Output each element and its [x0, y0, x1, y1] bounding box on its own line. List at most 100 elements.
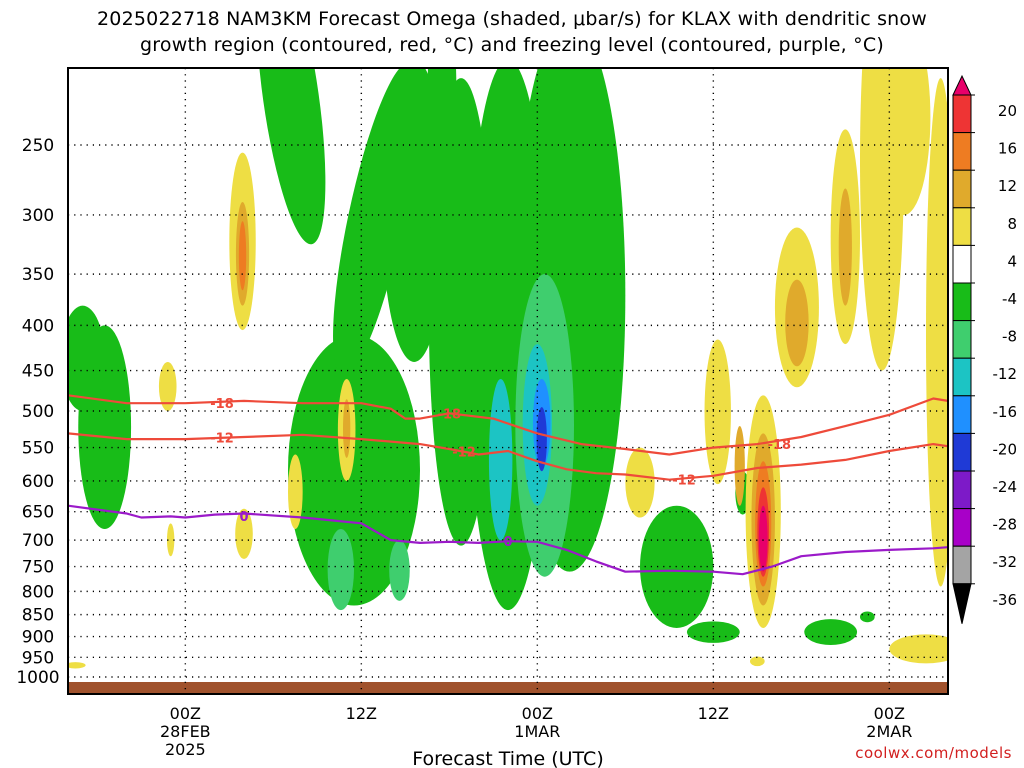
omega-cell--8	[68, 305, 105, 411]
y-tick-label: 250	[22, 136, 54, 156]
colorbar-swatch	[952, 357, 972, 397]
colorbar-label: 4	[1007, 252, 1017, 270]
omega-cell--24	[536, 407, 547, 472]
contour-0	[68, 504, 948, 576]
omega-cell-8	[785, 279, 809, 367]
omega-cell-4	[625, 447, 655, 518]
omega-cell--16	[488, 379, 513, 541]
colorbar-label: -24	[993, 478, 1018, 496]
colorbar-label: -16	[993, 403, 1018, 421]
omega-cell-4	[288, 454, 303, 529]
colorbar-swatch	[952, 470, 972, 510]
omega-cell--8	[686, 621, 740, 643]
contour--12	[68, 432, 948, 481]
colorbar-label: -36	[993, 591, 1018, 609]
omega-cell-8	[734, 426, 745, 506]
omega-cell-4	[167, 523, 175, 557]
website-credit: coolwx.com/models	[855, 744, 1012, 762]
y-tick-label: 650	[22, 503, 54, 523]
omega-cell-4	[704, 339, 731, 485]
omega-cell--8	[804, 619, 858, 646]
colorbar-swatch	[952, 508, 972, 547]
omega-cell-4	[750, 656, 765, 667]
omega-cell-8	[838, 188, 852, 306]
colorbar-label: 12	[998, 177, 1017, 195]
y-tick-label: 600	[22, 472, 54, 492]
y-tick-label: 350	[22, 265, 54, 285]
colorbar-label: -12	[993, 365, 1018, 383]
y-tick-label: 850	[22, 606, 54, 626]
omega-cell-4	[936, 174, 948, 316]
omega-cell--12	[327, 528, 354, 611]
y-tick-label: 700	[22, 531, 54, 551]
colorbar-swatch	[952, 94, 972, 134]
colorbar-label: 20	[998, 102, 1017, 120]
colorbar-swatch	[952, 244, 972, 284]
colorbar-label: -8	[1002, 328, 1017, 346]
omega-cell--12	[389, 540, 410, 601]
contour-label: -12	[210, 432, 234, 447]
omega-cell-4	[889, 634, 948, 664]
colorbar-label: -4	[1002, 290, 1017, 308]
contour-label: -12	[672, 474, 696, 489]
colorbar-bottom-arrow	[952, 583, 972, 624]
contour-label: 0	[503, 535, 512, 550]
colorbar-swatch	[952, 207, 972, 246]
colorbar-label: -20	[993, 440, 1018, 458]
contour-label: 0	[239, 510, 248, 525]
omega-cell-4	[877, 68, 931, 215]
x-tick-label: 12Z	[346, 704, 377, 723]
y-tick-label: 400	[22, 316, 54, 336]
colorbar-top-arrow	[952, 74, 972, 96]
colorbar-swatch	[952, 320, 972, 359]
colorbar-swatch	[952, 132, 972, 171]
contour-label: -18	[210, 397, 234, 412]
y-tick-label: 900	[22, 628, 54, 648]
colorbar-label: -32	[993, 553, 1018, 571]
x-tick-date: 2MAR	[866, 722, 912, 741]
chart-title-line-2: growth region (contoured, red, °C) and f…	[140, 34, 884, 56]
y-tick-label: 550	[22, 439, 54, 459]
y-tick-label: 1000	[16, 668, 59, 688]
colorbar-swatch	[952, 395, 972, 434]
colorbar-swatch	[952, 545, 972, 585]
omega-cell-4	[68, 662, 86, 669]
x-tick-label: 00Z	[874, 704, 905, 723]
omega-cell-4	[158, 361, 177, 411]
contour-label: -18	[438, 407, 462, 422]
contour-label: -12	[452, 446, 476, 461]
chart-title-line-1: 2025022718 NAM3KM Forecast Omega (shaded…	[97, 8, 927, 30]
contour-label: -18	[768, 438, 792, 453]
y-tick-label: 800	[22, 582, 54, 602]
ground-surface	[68, 682, 948, 694]
y-tick-label: 750	[22, 558, 54, 578]
y-tick-label: 950	[22, 648, 54, 668]
colorbar-swatch	[952, 282, 972, 322]
omega-cell-20	[758, 505, 768, 572]
colorbar-label: 16	[998, 140, 1017, 158]
omega-cell-12	[238, 221, 247, 291]
colorbar-swatch	[952, 432, 972, 472]
x-tick-date: 1MAR	[514, 722, 560, 741]
y-tick-label: 300	[22, 206, 54, 226]
colorbar-label: 8	[1007, 215, 1017, 233]
x-tick-date: 28FEB	[160, 722, 211, 741]
x-tick-label: 00Z	[522, 704, 553, 723]
omega-cell-4	[926, 78, 948, 587]
y-tick-label: 450	[22, 362, 54, 382]
y-tick-label: 500	[22, 402, 54, 422]
plot-frame	[67, 67, 949, 695]
colorbar-swatch	[952, 169, 972, 209]
omega-cell--8	[256, 68, 326, 245]
x-tick-year: 2025	[165, 740, 206, 759]
x-axis-title: Forecast Time (UTC)	[412, 748, 603, 768]
omega-cell--8	[860, 611, 875, 623]
omega-cell-8	[343, 399, 351, 458]
colorbar-legend: 20 16 12 8 4 -4 -8 -12 -16 -20 -24 -28 -32 -36	[952, 74, 1018, 624]
x-tick-label: 12Z	[698, 704, 729, 723]
omega-cell-4	[235, 508, 253, 559]
colorbar-label: -28	[993, 516, 1018, 534]
contour--18	[68, 394, 948, 456]
x-tick-label: 00Z	[170, 704, 201, 723]
